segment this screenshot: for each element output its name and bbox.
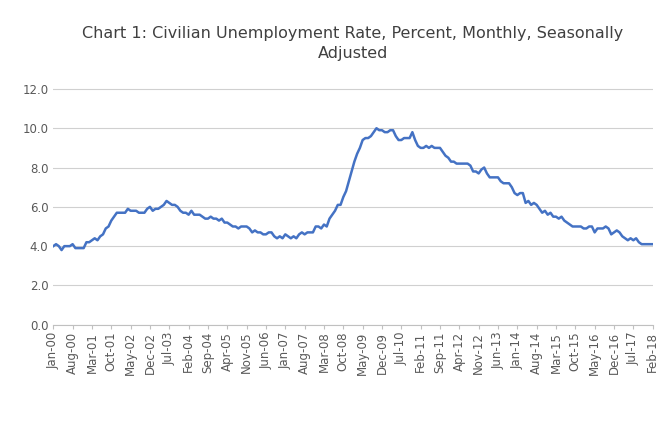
Title: Chart 1: Civilian Unemployment Rate, Percent, Monthly, Seasonally
Adjusted: Chart 1: Civilian Unemployment Rate, Per… <box>83 26 623 61</box>
